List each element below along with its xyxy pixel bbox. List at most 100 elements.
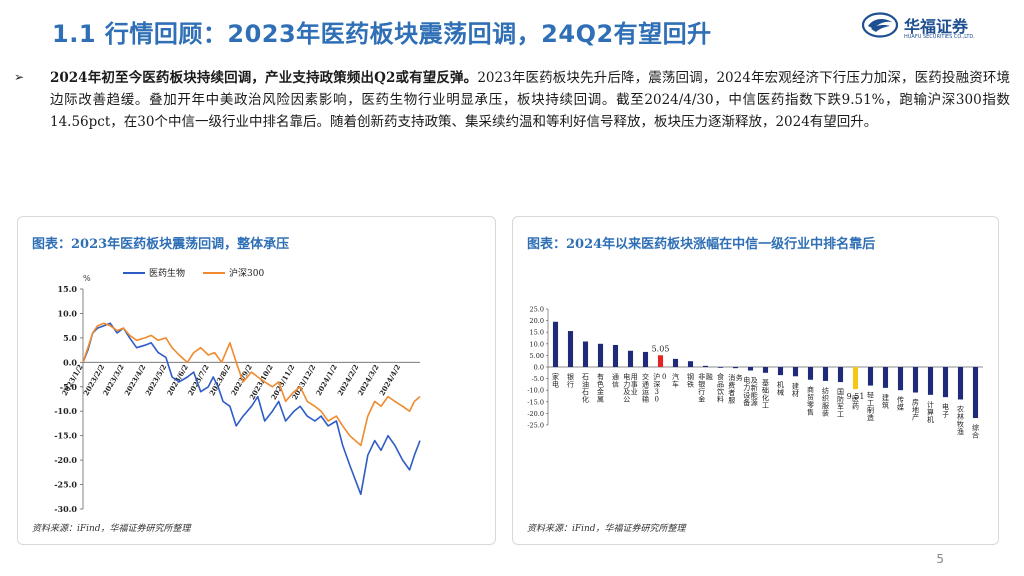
- x-tick-label-char: 售: [807, 407, 814, 416]
- bar: [597, 343, 604, 367]
- y-tick-label: 20.0: [530, 317, 544, 325]
- bar: [927, 367, 934, 395]
- x-tick-label-char: 费: [728, 381, 735, 390]
- x-tick-label-char: 通: [642, 380, 649, 389]
- x-tick-label-char: 房: [912, 398, 919, 407]
- x-tick-label-char: 行: [567, 380, 574, 389]
- x-tick-label-char: 工: [867, 399, 874, 407]
- line-chart: % 15.0 10.0 5.0 0.0 -5.0 -10.0 -15.0 -20.0 -25.0 -…: [54, 267, 421, 514]
- bar: [897, 367, 904, 391]
- company-logo: 华福证券 HUAFU SECURITIES CO.,LTD.: [862, 12, 998, 42]
- bar: [687, 361, 694, 367]
- x-tick-label-char: 用: [631, 373, 638, 381]
- bar: [837, 367, 844, 383]
- x-tick-label-char: 医: [852, 395, 859, 403]
- x-tick-label-char: 钢: [687, 372, 694, 381]
- y-tick-label: -20.0: [527, 410, 544, 418]
- huafu-logo-icon: [862, 12, 898, 38]
- bar: [882, 367, 889, 388]
- bar: [672, 358, 679, 367]
- x-tick-label-char: 石: [582, 388, 589, 396]
- bar: [567, 331, 574, 367]
- x-tick-label-char: 合: [972, 431, 979, 440]
- x-tick-label-char: 械: [777, 388, 784, 397]
- x-tick-label-char: 工: [762, 401, 769, 409]
- x-tick-label-char: 油: [582, 380, 589, 389]
- x-tick-label-char: 属: [597, 396, 604, 404]
- bar: [642, 351, 649, 367]
- data-label: 9.51: [847, 392, 865, 401]
- x-tick-label-char: 设: [743, 390, 750, 399]
- y-tick-label: 10.0: [530, 340, 544, 348]
- x-tick-label-char: 基: [762, 378, 769, 387]
- x-tick-label-char: 轻: [867, 391, 874, 400]
- x-tick-label-char: 化: [582, 395, 589, 404]
- x-tick-label-char: 传: [897, 395, 904, 404]
- x-tick-label-char: 药: [852, 402, 859, 411]
- page-number: 5: [936, 552, 944, 566]
- x-tick-label-char: 力: [743, 383, 750, 392]
- logo-english-name: HUAFU SECURITIES CO.,LTD.: [904, 34, 975, 40]
- bar: [657, 355, 664, 367]
- bar: [807, 367, 814, 380]
- x-tick-label-char: 饮: [717, 387, 724, 396]
- x-tick-label-char: 工: [837, 411, 844, 419]
- x-tick-label-char: 算: [927, 407, 934, 416]
- bar: [792, 367, 799, 377]
- x-tick-label-char: 铁: [687, 380, 694, 389]
- series-line-2: [82, 322, 421, 447]
- x-tick-label-char: 新: [751, 383, 758, 392]
- bar: [627, 350, 634, 367]
- x-tick-label-char: 计: [927, 400, 934, 409]
- x-tick-label-char: 能: [751, 390, 758, 399]
- bar: [762, 367, 769, 373]
- y-tick-label: 5.0: [63, 333, 77, 343]
- bar-chart-panel: 图表：2024年以来医药板块涨幅在中信一级行业中排名靠后 25.0 20.0 15.…: [512, 216, 999, 545]
- y-tick-label: -25.0: [54, 480, 77, 490]
- x-tick-label-char: 0: [655, 396, 659, 404]
- x-tick-label-char: 造: [867, 413, 874, 422]
- y-tick-label: 5.00: [530, 352, 544, 360]
- x-tick-label-char: 零: [807, 401, 814, 409]
- x-tick-label-char: 电: [743, 375, 750, 384]
- line-chart-source: 资料来源：iFind，华福证券研究所整理: [32, 524, 191, 534]
- y-tick-label: 25.0: [530, 306, 544, 314]
- logo-chinese-name: 华福证券: [904, 17, 969, 36]
- x-tick-label-char: 有: [597, 372, 604, 381]
- x-tick-label-char: 及: [751, 376, 758, 384]
- y-tick-label: 0.0: [534, 364, 544, 372]
- y-tick-label: -10.0: [527, 387, 544, 395]
- x-tick-label-char: 林: [957, 412, 964, 421]
- x-tick-label-char: 通: [612, 372, 619, 381]
- x-tick-label-char: 国: [837, 388, 844, 396]
- y-tick-label: -5.0: [60, 382, 78, 392]
- y-tick-label: -10.0: [54, 406, 77, 416]
- y-axis-unit: %: [83, 274, 91, 283]
- bar: [972, 367, 979, 419]
- y-tick-label: -15.0: [54, 431, 77, 441]
- y-tick-label: -15.0: [527, 398, 544, 406]
- x-tick-label-char: 制: [867, 406, 874, 415]
- x-tick-label-char: 筑: [882, 400, 889, 409]
- x-tick-label-char: 装: [822, 408, 829, 417]
- x-tick-label-char: 源: [751, 398, 758, 407]
- bar: [912, 367, 919, 393]
- x-tick-label-char: 化: [762, 393, 769, 402]
- x-tick-label-char: 渔: [957, 427, 964, 436]
- x-tick-label-char: 信: [612, 380, 619, 389]
- y-tick-label: -25.0: [527, 422, 544, 430]
- x-tick-label-char: 建: [882, 393, 889, 402]
- x-tick-label-char: 产: [912, 413, 919, 422]
- x-tick-label-char: 础: [762, 385, 769, 394]
- x-tick-label-char: 织: [822, 393, 829, 402]
- x-tick-label-char: 力: [623, 380, 630, 389]
- y-tick-label: -30.0: [54, 504, 77, 514]
- x-tick-label-char: 品: [717, 381, 724, 389]
- summary-lead: 2024年初至今医药板块持续回调，产业支持政策频出Q2或有望反弹。: [50, 70, 478, 86]
- x-tick-label-char: 贸: [807, 392, 814, 401]
- x-tick-label-char: 金: [597, 387, 604, 396]
- x-tick-label-char: 事: [631, 380, 638, 389]
- x-tick-label-char: 0: [662, 373, 666, 381]
- summary-body: 2023年医药板块先升后降，震荡回调，2024年宏观经济下行压力加深，医药投融资…: [50, 70, 1010, 130]
- bar-chart-title: 图表：2024年以来医药板块涨幅在中信一级行业中排名靠后: [527, 237, 876, 252]
